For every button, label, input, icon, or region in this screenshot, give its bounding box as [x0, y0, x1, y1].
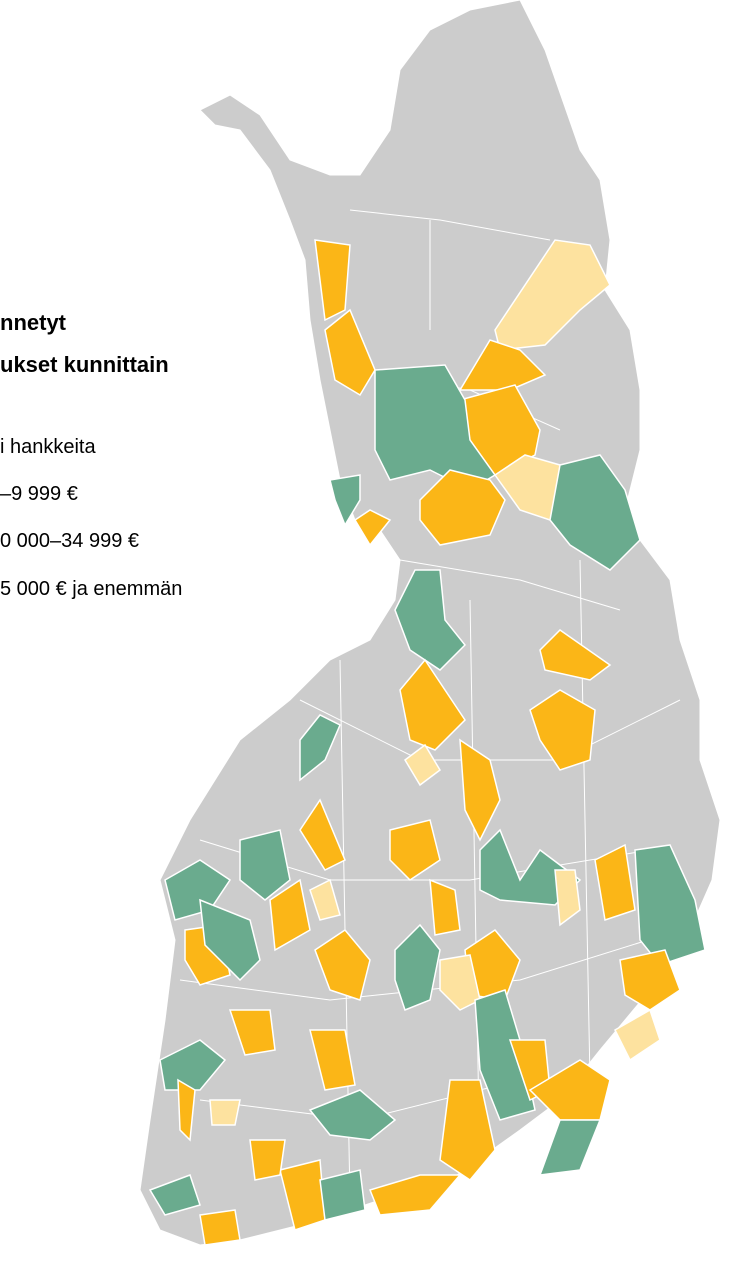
legend-label: 0 000–34 999 €	[0, 530, 139, 553]
map	[0, 0, 736, 1267]
legend-label: 5 000 € ja enemmän	[0, 578, 182, 601]
region	[540, 1120, 600, 1175]
page: nnetyt ukset kunnittain i hankkeita –9 9…	[0, 0, 736, 1267]
region	[210, 1100, 240, 1125]
legend-label: –9 999 €	[0, 483, 78, 506]
region	[200, 1210, 240, 1245]
title-line: nnetyt	[0, 310, 66, 336]
title-line: ukset kunnittain	[0, 352, 169, 378]
region	[250, 1140, 285, 1180]
legend-label: i hankkeita	[0, 436, 96, 459]
